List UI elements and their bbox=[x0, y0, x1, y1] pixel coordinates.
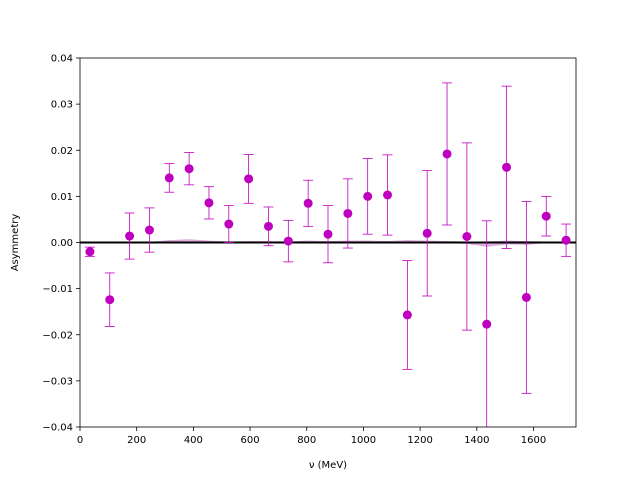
point-marker bbox=[323, 229, 333, 239]
y-tick-label: 0.03 bbox=[51, 100, 73, 111]
data-point bbox=[442, 82, 453, 226]
point-marker bbox=[164, 173, 174, 183]
y-tick-label: 0.02 bbox=[51, 146, 73, 157]
y-axis-title: Asymmetry bbox=[10, 214, 21, 272]
data-point bbox=[144, 207, 155, 253]
point-marker bbox=[263, 221, 273, 231]
data-point bbox=[422, 170, 433, 297]
point-marker bbox=[144, 225, 154, 235]
x-tick-label: 800 bbox=[297, 435, 316, 446]
point-marker bbox=[561, 235, 571, 245]
y-tick-label: 0.00 bbox=[51, 238, 73, 249]
point-marker bbox=[402, 310, 412, 320]
data-point bbox=[263, 206, 274, 247]
point-marker bbox=[462, 232, 472, 242]
data-point bbox=[203, 186, 214, 220]
data-point bbox=[84, 246, 95, 257]
x-tick-label: 1200 bbox=[407, 435, 432, 446]
y-tick-label: −0.02 bbox=[42, 330, 73, 341]
x-tick-label: 400 bbox=[184, 435, 203, 446]
y-tick-label: −0.03 bbox=[42, 376, 73, 387]
point-marker bbox=[125, 231, 135, 241]
data-point bbox=[104, 272, 115, 327]
x-axis-ticks: 0 200 400 600 800 1000 1200 1400 1600 bbox=[77, 427, 546, 446]
data-point bbox=[521, 201, 532, 394]
x-tick-label: 1400 bbox=[464, 435, 489, 446]
point-marker bbox=[521, 292, 531, 302]
point-marker bbox=[363, 191, 373, 201]
point-marker bbox=[204, 198, 214, 208]
data-point bbox=[501, 85, 512, 249]
y-tick-label: 0.01 bbox=[51, 192, 73, 203]
data-point bbox=[323, 205, 333, 264]
data-point bbox=[402, 260, 413, 370]
x-tick-label: 0 bbox=[77, 435, 83, 446]
point-marker bbox=[343, 208, 353, 218]
x-tick-label: 1600 bbox=[521, 435, 546, 446]
y-tick-label: 0.04 bbox=[51, 54, 73, 65]
point-marker bbox=[383, 190, 393, 200]
point-marker bbox=[482, 319, 492, 329]
x-tick-label: 1000 bbox=[351, 435, 376, 446]
y-tick-label: −0.01 bbox=[42, 284, 73, 295]
y-tick-label: −0.04 bbox=[42, 423, 73, 434]
x-tick-label: 600 bbox=[241, 435, 260, 446]
point-marker bbox=[283, 236, 293, 246]
y-axis-ticks: −0.04 −0.03 −0.02 −0.01 0.00 0.01 0.02 0.03 0.04 bbox=[42, 54, 80, 434]
data-point bbox=[283, 219, 294, 263]
data-point bbox=[461, 142, 472, 331]
data-point bbox=[303, 179, 314, 227]
point-marker bbox=[442, 149, 452, 159]
data-point bbox=[164, 163, 175, 193]
data-point bbox=[184, 152, 195, 186]
point-marker bbox=[303, 198, 313, 208]
point-marker bbox=[105, 295, 115, 305]
data-point bbox=[481, 220, 492, 427]
point-marker bbox=[85, 247, 95, 257]
point-marker bbox=[541, 211, 551, 221]
point-marker bbox=[502, 162, 512, 172]
data-point bbox=[223, 205, 234, 243]
data-point bbox=[124, 212, 135, 260]
point-marker bbox=[422, 228, 432, 238]
data-point bbox=[362, 158, 373, 235]
data-point bbox=[561, 223, 572, 257]
data-points bbox=[84, 82, 572, 427]
x-axis-title: ν (MeV) bbox=[309, 460, 347, 471]
point-marker bbox=[184, 164, 194, 174]
data-point bbox=[342, 178, 353, 249]
x-tick-label: 200 bbox=[127, 435, 146, 446]
point-marker bbox=[244, 174, 254, 184]
data-point bbox=[382, 154, 393, 236]
data-point bbox=[541, 195, 552, 237]
point-marker bbox=[224, 219, 234, 229]
data-point bbox=[243, 154, 254, 204]
